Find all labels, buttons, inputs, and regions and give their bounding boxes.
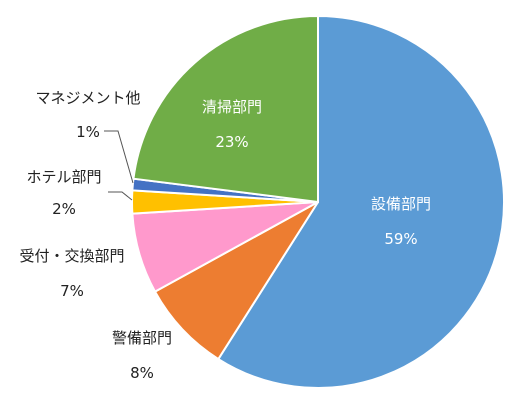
- slice-value-label: 8%: [130, 364, 154, 382]
- slice-name-label: 受付・交換部門: [19, 247, 124, 265]
- slice-name-label: マネジメント他: [35, 89, 140, 107]
- pie-slice-2: [153, 201, 319, 361]
- pie-slice-1: [216, 14, 505, 389]
- leader-line: [104, 130, 134, 184]
- slice-name-label: 警備部門: [112, 329, 172, 347]
- slice-value-label: 2%: [52, 200, 76, 218]
- slices-layer: [131, 14, 505, 389]
- slice-value-label: 59%: [384, 230, 417, 248]
- slice-value-label: 23%: [215, 133, 248, 151]
- slice-value-label: 1%: [76, 123, 100, 141]
- slice-name-label: ホテル部門: [26, 168, 101, 186]
- slice-value-label: 7%: [60, 282, 84, 300]
- slice-name-label: 設備部門: [371, 195, 431, 213]
- labels-layer: 設備部門 59% 警備部門 8% 受付・交換部門 7% ホテル部門 2% マネジメント他 1% 清掃…: [19, 89, 431, 382]
- leader-lines: [104, 130, 134, 201]
- slice-name-label: 清掃部門: [202, 98, 262, 116]
- leader-line: [108, 191, 133, 201]
- pie-slice-6: [132, 14, 319, 204]
